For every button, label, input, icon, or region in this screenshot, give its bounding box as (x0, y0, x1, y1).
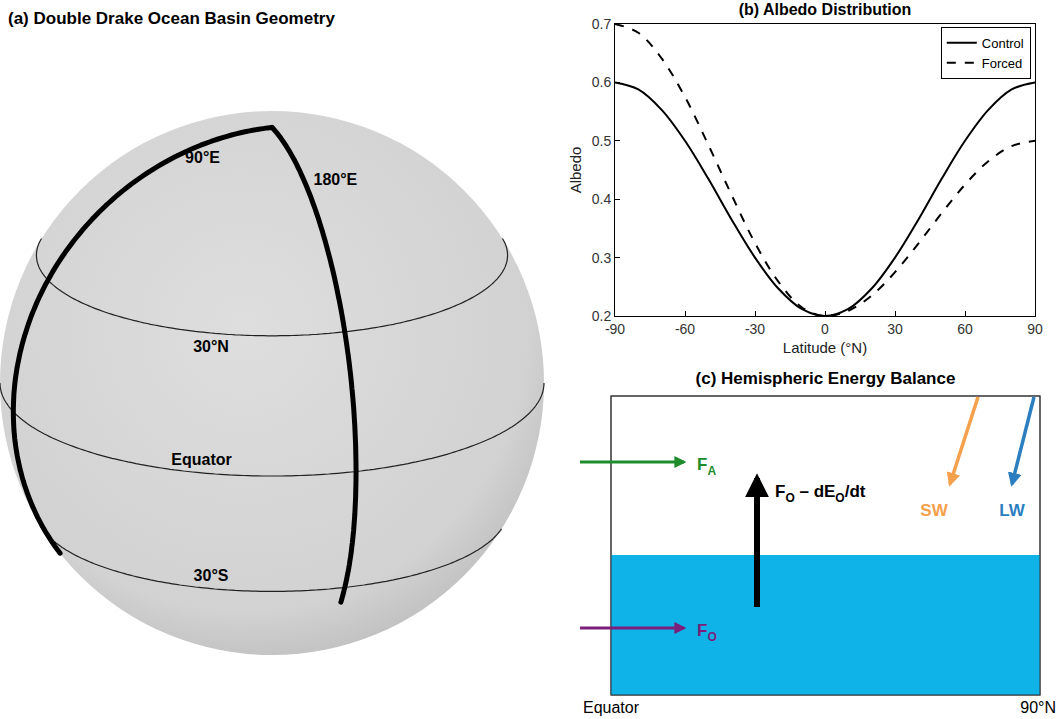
svg-text:Latitude (°N): Latitude (°N) (783, 339, 867, 356)
svg-text:180°E: 180°E (313, 171, 357, 188)
svg-text:Forced: Forced (982, 56, 1022, 71)
svg-text:Albedo: Albedo (567, 147, 584, 194)
svg-text:0.3: 0.3 (592, 250, 612, 266)
svg-text:SW: SW (920, 501, 948, 520)
svg-text:0.4: 0.4 (592, 191, 612, 207)
svg-text:90: 90 (1027, 321, 1043, 337)
svg-text:0.5: 0.5 (592, 133, 612, 149)
svg-text:30°S: 30°S (194, 567, 229, 584)
svg-text:Equator: Equator (171, 451, 231, 468)
svg-text:30: 30 (887, 321, 903, 337)
svg-text:60: 60 (957, 321, 973, 337)
svg-text:(c) Hemispheric Energy Balance: (c) Hemispheric Energy Balance (696, 369, 956, 388)
svg-text:FA: FA (697, 455, 716, 478)
svg-text:30°N: 30°N (193, 338, 229, 355)
svg-text:FO: FO (697, 621, 717, 644)
svg-text:0: 0 (821, 321, 829, 337)
svg-text:FO – dEO/dt: FO – dEO/dt (775, 482, 866, 505)
svg-text:Control: Control (982, 36, 1024, 51)
svg-text:-60: -60 (675, 321, 695, 337)
svg-text:0.6: 0.6 (592, 74, 612, 90)
svg-text:LW: LW (999, 501, 1025, 520)
svg-text:-90: -90 (605, 321, 625, 337)
svg-text:90°E: 90°E (185, 149, 220, 166)
svg-text:(b) Albedo Distribution: (b) Albedo Distribution (739, 1, 912, 18)
svg-text:-30: -30 (745, 321, 765, 337)
svg-text:0.7: 0.7 (592, 16, 612, 32)
svg-text:Equator: Equator (583, 699, 640, 716)
svg-text:90°N: 90°N (1020, 699, 1056, 716)
svg-text:0.2: 0.2 (592, 308, 612, 324)
svg-text:(a) Double Drake Ocean Basin G: (a) Double Drake Ocean Basin Geometry (8, 9, 335, 28)
